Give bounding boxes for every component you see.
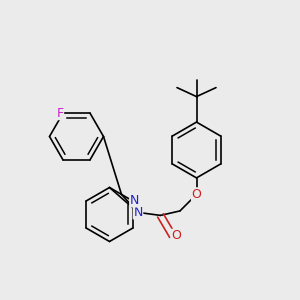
- Text: N: N: [130, 194, 139, 207]
- Text: O: O: [192, 188, 201, 201]
- Text: F: F: [56, 106, 64, 120]
- Text: N: N: [133, 206, 143, 219]
- Text: O: O: [171, 229, 181, 242]
